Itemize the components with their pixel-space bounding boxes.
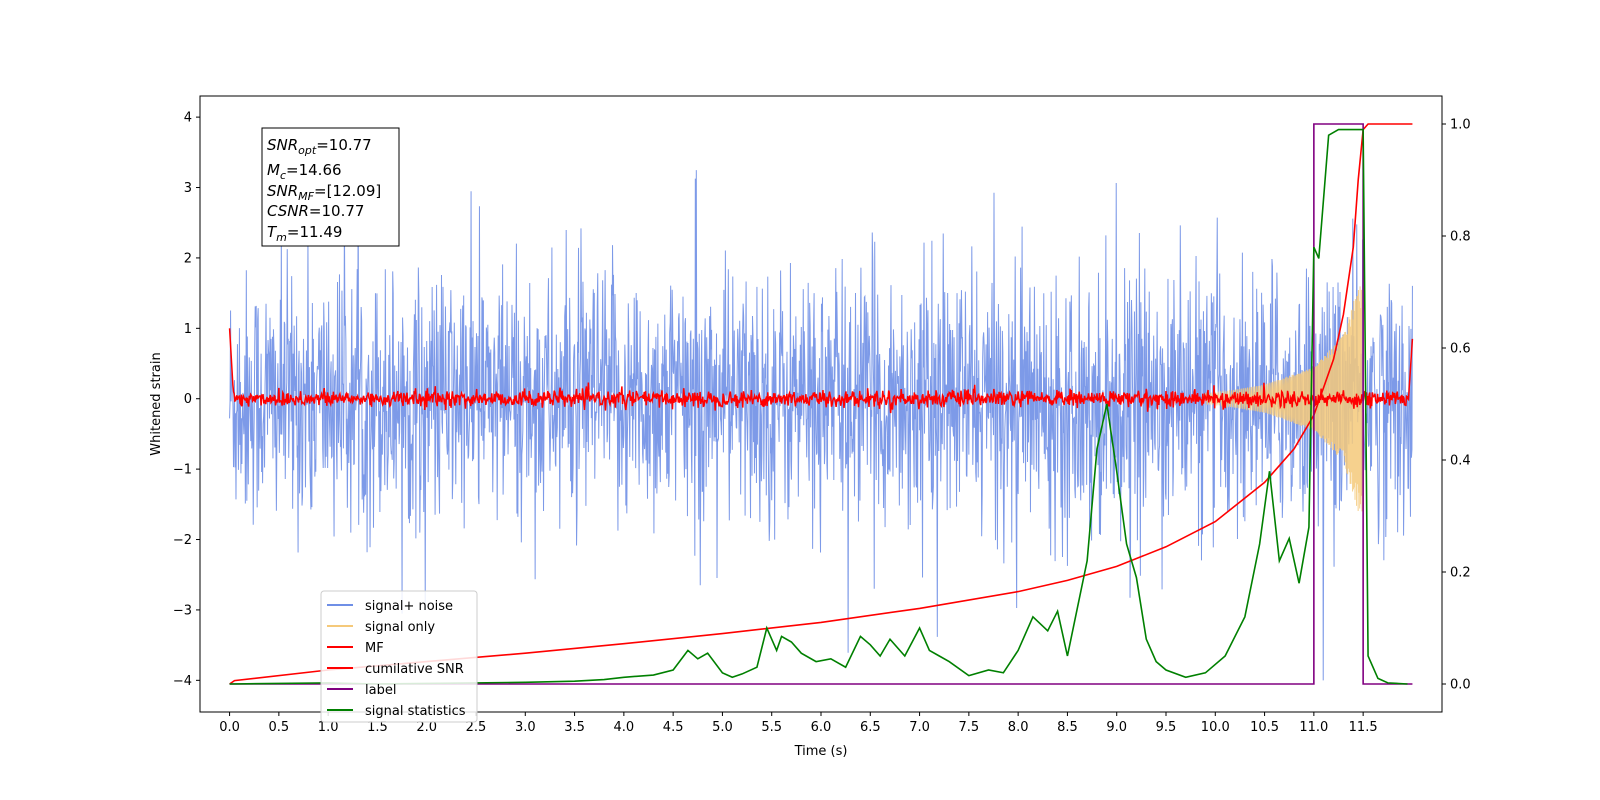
x-tick-label: 5.0 bbox=[712, 720, 733, 735]
x-tick-label: 9.5 bbox=[1156, 720, 1177, 735]
y-right-tick-label: 0.4 bbox=[1450, 454, 1471, 469]
annotation-csnr: CSNR=10.77 bbox=[267, 202, 364, 220]
x-tick-label: 2.0 bbox=[416, 720, 437, 735]
annotation-tm: Tm=11.49 bbox=[267, 223, 342, 244]
y-axis-label: Whitened strain bbox=[149, 352, 164, 455]
y-left-tick-label: −3 bbox=[173, 603, 192, 618]
x-tick-label: 11.0 bbox=[1299, 720, 1328, 735]
series-mf bbox=[228, 328, 1414, 414]
x-tick-label: 2.5 bbox=[466, 720, 487, 735]
x-tick-label: 0.0 bbox=[219, 720, 240, 735]
legend-entry: label bbox=[365, 683, 396, 698]
x-tick-label: 6.5 bbox=[860, 720, 881, 735]
y-left-tick-label: 3 bbox=[184, 181, 192, 196]
y-right-tick-label: 1.0 bbox=[1450, 118, 1471, 133]
x-tick-label: 3.5 bbox=[564, 720, 585, 735]
x-tick-label: 10.0 bbox=[1201, 720, 1230, 735]
x-tick-label: 7.5 bbox=[959, 720, 980, 735]
x-tick-label: 8.5 bbox=[1057, 720, 1078, 735]
annotation-snr-opt: SNRopt=10.77 bbox=[267, 136, 372, 157]
y-left-tick-label: −1 bbox=[173, 463, 192, 478]
y-left-tick-label: 0 bbox=[184, 392, 192, 407]
x-tick-label: 4.5 bbox=[663, 720, 684, 735]
x-tick-label: 1.5 bbox=[367, 720, 388, 735]
x-tick-label: 3.0 bbox=[515, 720, 536, 735]
x-axis-label: Time (s) bbox=[794, 744, 848, 759]
annotation-snr-mf: SNRMF=[12.09] bbox=[267, 182, 381, 203]
x-tick-label: 0.5 bbox=[269, 720, 290, 735]
legend-entry: signal statistics bbox=[365, 704, 466, 719]
x-tick-label: 11.5 bbox=[1349, 720, 1378, 735]
y-left-tick-label: 4 bbox=[184, 111, 192, 126]
y-left-tick-label: −2 bbox=[173, 533, 192, 548]
x-tick-label: 9.0 bbox=[1106, 720, 1127, 735]
x-tick-label: 10.5 bbox=[1250, 720, 1279, 735]
series-cumulative-snr bbox=[229, 123, 1413, 685]
legend: signal+ noise signal only MF cumilative SNR… bbox=[320, 590, 478, 723]
x-tick-label: 8.0 bbox=[1008, 720, 1029, 735]
annotation-mc: Mc=14.66 bbox=[267, 161, 342, 182]
plot-area bbox=[228, 123, 1414, 685]
series-signal-noise bbox=[229, 157, 1413, 681]
y-right-tick-label: 0.0 bbox=[1450, 678, 1471, 693]
x-tick-label: 5.5 bbox=[761, 720, 782, 735]
y-right-tick-label: 0.2 bbox=[1450, 566, 1471, 581]
x-tick-label: 6.0 bbox=[811, 720, 832, 735]
y-right-tick-label: 0.8 bbox=[1450, 230, 1471, 245]
legend-entry: signal only bbox=[365, 620, 435, 635]
annotation-box: SNRopt=10.77 Mc=14.66 SNRMF=[12.09] CSNR… bbox=[261, 127, 400, 247]
y-left-tick-label: 2 bbox=[184, 251, 192, 266]
series-label bbox=[229, 123, 1413, 685]
x-axis: 0.0 0.5 1.0 1.5 2.0 2.5 3.0 3.5 4.0 4.5 5.0 5.5 6.0 6… bbox=[219, 712, 1378, 735]
y-axis-left: −4 −3 −2 −1 0 1 2 3 4 bbox=[173, 111, 200, 689]
legend-entry: MF bbox=[365, 641, 384, 656]
legend-entry: cumilative SNR bbox=[365, 662, 464, 677]
series-signal-statistics bbox=[229, 128, 1408, 685]
y-axis-right: 0.0 0.2 0.4 0.6 0.8 1.0 bbox=[1442, 118, 1471, 693]
x-tick-label: 4.0 bbox=[614, 720, 635, 735]
y-left-tick-label: −4 bbox=[173, 674, 192, 689]
y-left-tick-label: 1 bbox=[184, 322, 192, 337]
y-right-tick-label: 0.6 bbox=[1450, 342, 1471, 357]
x-tick-label: 7.0 bbox=[909, 720, 930, 735]
x-tick-label: 1.0 bbox=[318, 720, 339, 735]
legend-entry: signal+ noise bbox=[365, 599, 453, 614]
